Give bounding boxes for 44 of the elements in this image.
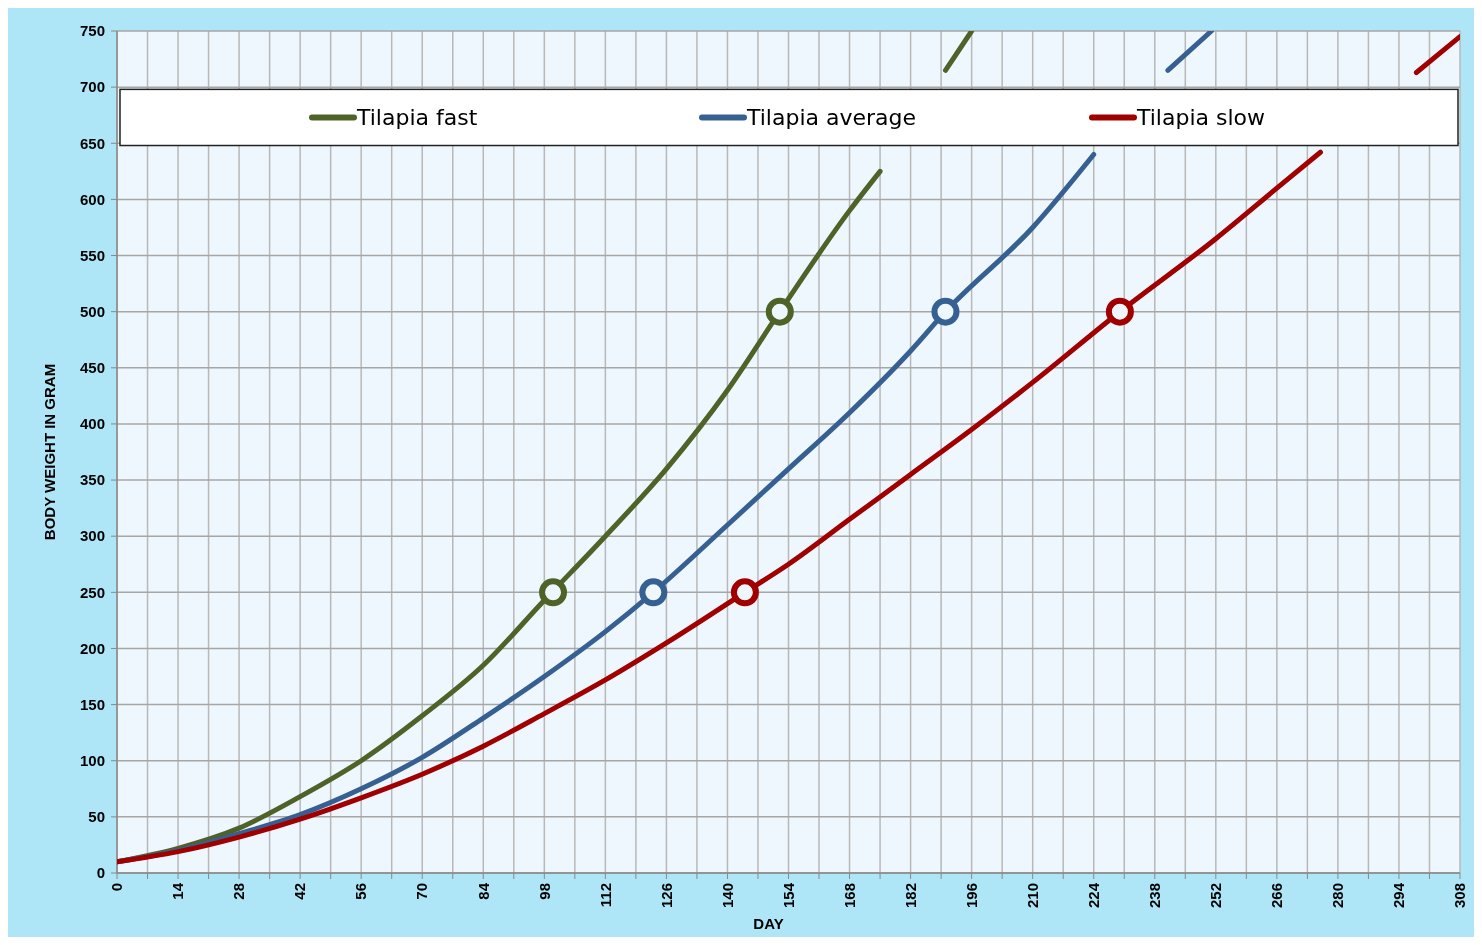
y-tick-label: 500 (79, 302, 105, 320)
y-tick-label: 100 (79, 751, 105, 769)
legend-label: Tilapia fast (356, 105, 478, 131)
y-tick-label: 300 (79, 527, 105, 545)
x-tick-label: 266 (1268, 883, 1286, 909)
y-tick-label: 350 (79, 471, 105, 489)
y-tick-label: 250 (79, 583, 105, 601)
x-tick-label: 280 (1329, 883, 1347, 909)
x-tick-label: 126 (657, 883, 675, 909)
x-tick-label: 238 (1146, 883, 1164, 909)
x-tick-label: 70 (413, 883, 431, 900)
x-axis-title: DAY (753, 915, 784, 932)
x-tick-label: 210 (1023, 883, 1041, 909)
y-tick-label: 150 (79, 695, 105, 713)
x-tick-label: 182 (901, 883, 919, 909)
y-tick-label: 750 (79, 22, 105, 40)
x-tick-label: 42 (291, 883, 309, 900)
y-tick-label: 450 (79, 359, 105, 377)
y-tick-label: 600 (79, 190, 105, 208)
legend-label: Tilapia average (746, 105, 917, 131)
x-tick-label: 196 (962, 883, 980, 909)
x-tick-label: 168 (840, 883, 858, 909)
y-tick-label: 700 (79, 78, 105, 96)
x-tick-label: 14 (169, 882, 187, 900)
y-tick-label: 200 (79, 639, 105, 657)
x-tick-label: 224 (1084, 882, 1102, 909)
y-tick-label: 550 (79, 246, 105, 264)
y-axis-title: BODY WEIGHT IN GRAM (41, 363, 58, 541)
x-tick-label: 56 (352, 883, 370, 900)
x-tick-label: 98 (535, 883, 553, 900)
legend-label: Tilapia slow (1136, 105, 1266, 131)
x-tick-label: 0 (108, 883, 126, 892)
y-tick-label: 650 (79, 134, 105, 152)
x-tick-label: 84 (474, 882, 492, 900)
x-tick-label: 154 (779, 882, 797, 909)
x-tick-label: 294 (1390, 882, 1408, 909)
x-tick-label: 308 (1451, 883, 1469, 909)
x-tick-label: 140 (718, 883, 736, 909)
y-tick-label: 50 (88, 808, 105, 826)
y-tick-label: 400 (79, 415, 105, 433)
x-tick-label: 252 (1207, 883, 1225, 909)
y-tick-label: 0 (96, 864, 105, 882)
x-tick-label: 112 (596, 883, 614, 908)
x-tick-label: 28 (230, 883, 248, 900)
